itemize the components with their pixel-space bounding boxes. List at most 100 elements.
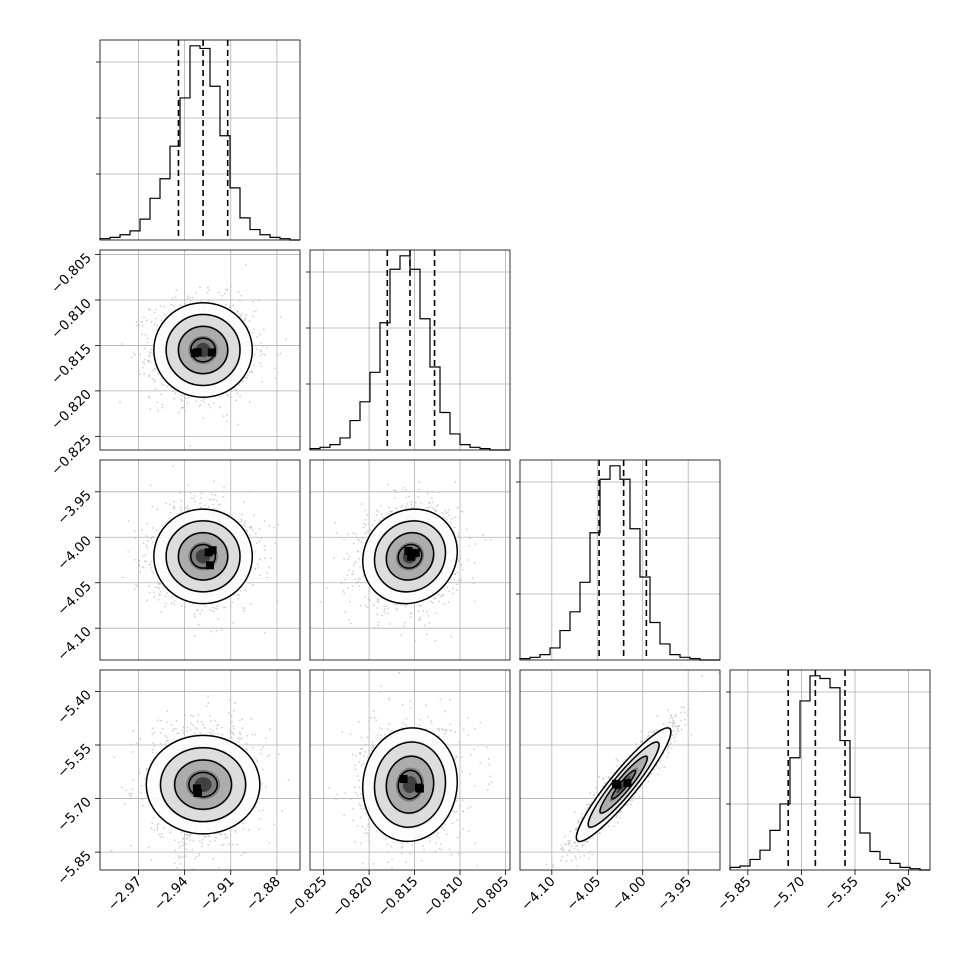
scatter-point <box>246 530 249 533</box>
scatter-point <box>343 538 346 541</box>
scatter-point <box>224 303 227 306</box>
scatter-point <box>147 308 150 310</box>
scatter-point <box>217 733 220 735</box>
scatter-point <box>153 368 156 370</box>
scatter-point <box>121 343 124 345</box>
scatter-point <box>484 539 487 541</box>
scatter-point <box>156 823 159 826</box>
scatter-point <box>157 409 159 412</box>
scatter-point <box>213 507 216 510</box>
scatter-point <box>239 294 242 297</box>
scatter-point <box>230 721 233 724</box>
scatter-point <box>394 603 397 606</box>
scatter-point <box>186 402 189 404</box>
scatter-point <box>170 303 173 306</box>
scatter-point <box>162 384 165 386</box>
scatter-point <box>263 632 266 634</box>
scatter-point <box>212 610 215 613</box>
scatter-point <box>136 324 139 327</box>
scatter-point <box>263 557 266 560</box>
scatter-point <box>149 309 152 311</box>
scatter-point <box>258 528 261 531</box>
scatter-point <box>146 337 149 340</box>
scatter-point <box>219 503 222 506</box>
scatter-point <box>201 842 204 844</box>
scatter-point <box>387 506 390 509</box>
scatter-point <box>198 405 201 408</box>
scatter-point <box>165 602 167 605</box>
scatter-point <box>377 510 379 513</box>
scatter-point <box>433 508 436 511</box>
scatter-point <box>142 566 145 569</box>
scatter-point <box>213 480 215 483</box>
scatter-point <box>401 504 404 507</box>
scatter-point <box>383 608 386 611</box>
scatter-point <box>186 505 189 508</box>
scatter-point <box>447 514 450 517</box>
density-area <box>319 481 492 642</box>
scatter-point <box>210 720 212 723</box>
scatter-point <box>144 554 146 557</box>
scatter-point <box>189 491 192 494</box>
scatter-point <box>362 522 365 525</box>
density-peak <box>193 348 202 357</box>
scatter-point <box>261 809 264 812</box>
scatter-point <box>138 559 141 562</box>
scatter-point <box>141 366 144 369</box>
scatter-point <box>355 582 358 585</box>
scatter-point <box>165 502 168 505</box>
scatter-point <box>194 500 197 503</box>
scatter-point <box>152 572 155 575</box>
scatter-point <box>198 840 201 843</box>
scatter-point <box>227 394 230 397</box>
scatter-point <box>248 581 251 584</box>
scatter-point <box>215 629 218 632</box>
scatter-point <box>461 569 464 571</box>
density-area <box>121 465 280 637</box>
panel-frame <box>99 249 301 451</box>
scatter-point <box>145 767 148 770</box>
scatter-point <box>155 308 157 311</box>
scatter-point <box>240 518 243 521</box>
scatter-point <box>154 586 157 589</box>
scatter-point <box>458 517 461 520</box>
scatter-point <box>221 726 223 729</box>
scatter-point <box>279 315 282 318</box>
scatter-point <box>230 396 232 399</box>
scatter-point <box>173 505 176 508</box>
scatter-point <box>418 488 421 491</box>
scatter-point <box>352 570 355 573</box>
scatter-point <box>369 529 372 532</box>
scatter-point <box>151 527 154 529</box>
scatter-point <box>163 306 166 308</box>
scatter-point <box>170 723 173 726</box>
scatter-point <box>264 737 267 740</box>
scatter-point <box>248 371 251 374</box>
scatter-point <box>201 838 204 841</box>
scatter-point <box>376 598 379 600</box>
scatter-point <box>269 728 271 731</box>
scatter-point <box>244 520 247 522</box>
scatter-point <box>259 574 261 577</box>
scatter-point <box>417 496 420 498</box>
scatter-point <box>173 600 176 603</box>
scatter-point <box>119 401 121 404</box>
scatter-point <box>137 348 139 350</box>
scatter-point <box>196 720 199 723</box>
scatter-point <box>245 742 248 745</box>
scatter-point <box>226 836 229 839</box>
scatter-point <box>418 481 421 483</box>
scatter-point <box>262 746 265 749</box>
scatter-point <box>364 532 367 535</box>
density-peak <box>411 548 420 557</box>
scatter-point <box>248 401 251 404</box>
scatter-point <box>159 590 162 593</box>
scatter-point <box>133 558 136 561</box>
scatter-point <box>236 593 239 596</box>
scatter-point <box>358 585 361 588</box>
scatter-point <box>281 810 284 812</box>
scatter-point <box>187 507 190 510</box>
scatter-point <box>171 297 174 300</box>
scatter-point <box>209 609 212 612</box>
scatter-point <box>169 517 172 520</box>
